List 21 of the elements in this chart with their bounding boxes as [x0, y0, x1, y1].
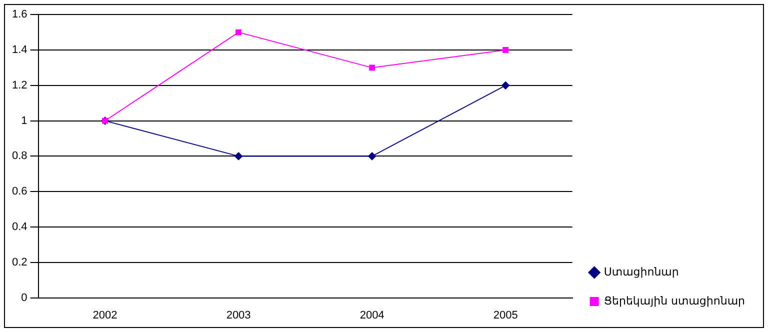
point	[502, 81, 510, 90]
point	[368, 152, 376, 160]
legend-label: Ստացիոնար	[604, 265, 679, 278]
point	[236, 29, 242, 36]
y-tick-label: 1.6	[12, 8, 28, 21]
y-tick-label: 1.2	[12, 79, 28, 92]
y-tick-label: 0	[21, 292, 28, 304]
y-tick-label: 1	[21, 114, 28, 127]
y-tick-label: 0.8	[12, 150, 28, 162]
point	[502, 47, 509, 53]
x-tick-label: 2003	[226, 309, 251, 322]
x-tick-label: 2002	[92, 309, 118, 322]
y-tick-label: 0.2	[12, 256, 28, 268]
y-tick-label: 0.6	[12, 186, 28, 198]
point	[234, 152, 243, 160]
y-tick-label: 0.4	[12, 221, 28, 234]
legend-label: Ցերեկային ստացիոնար	[604, 294, 746, 308]
point	[369, 64, 376, 71]
x-tick-label: 2004	[360, 309, 384, 322]
y-tick-label: 1.4	[12, 44, 28, 56]
x-tick-label: 2005	[493, 309, 518, 322]
